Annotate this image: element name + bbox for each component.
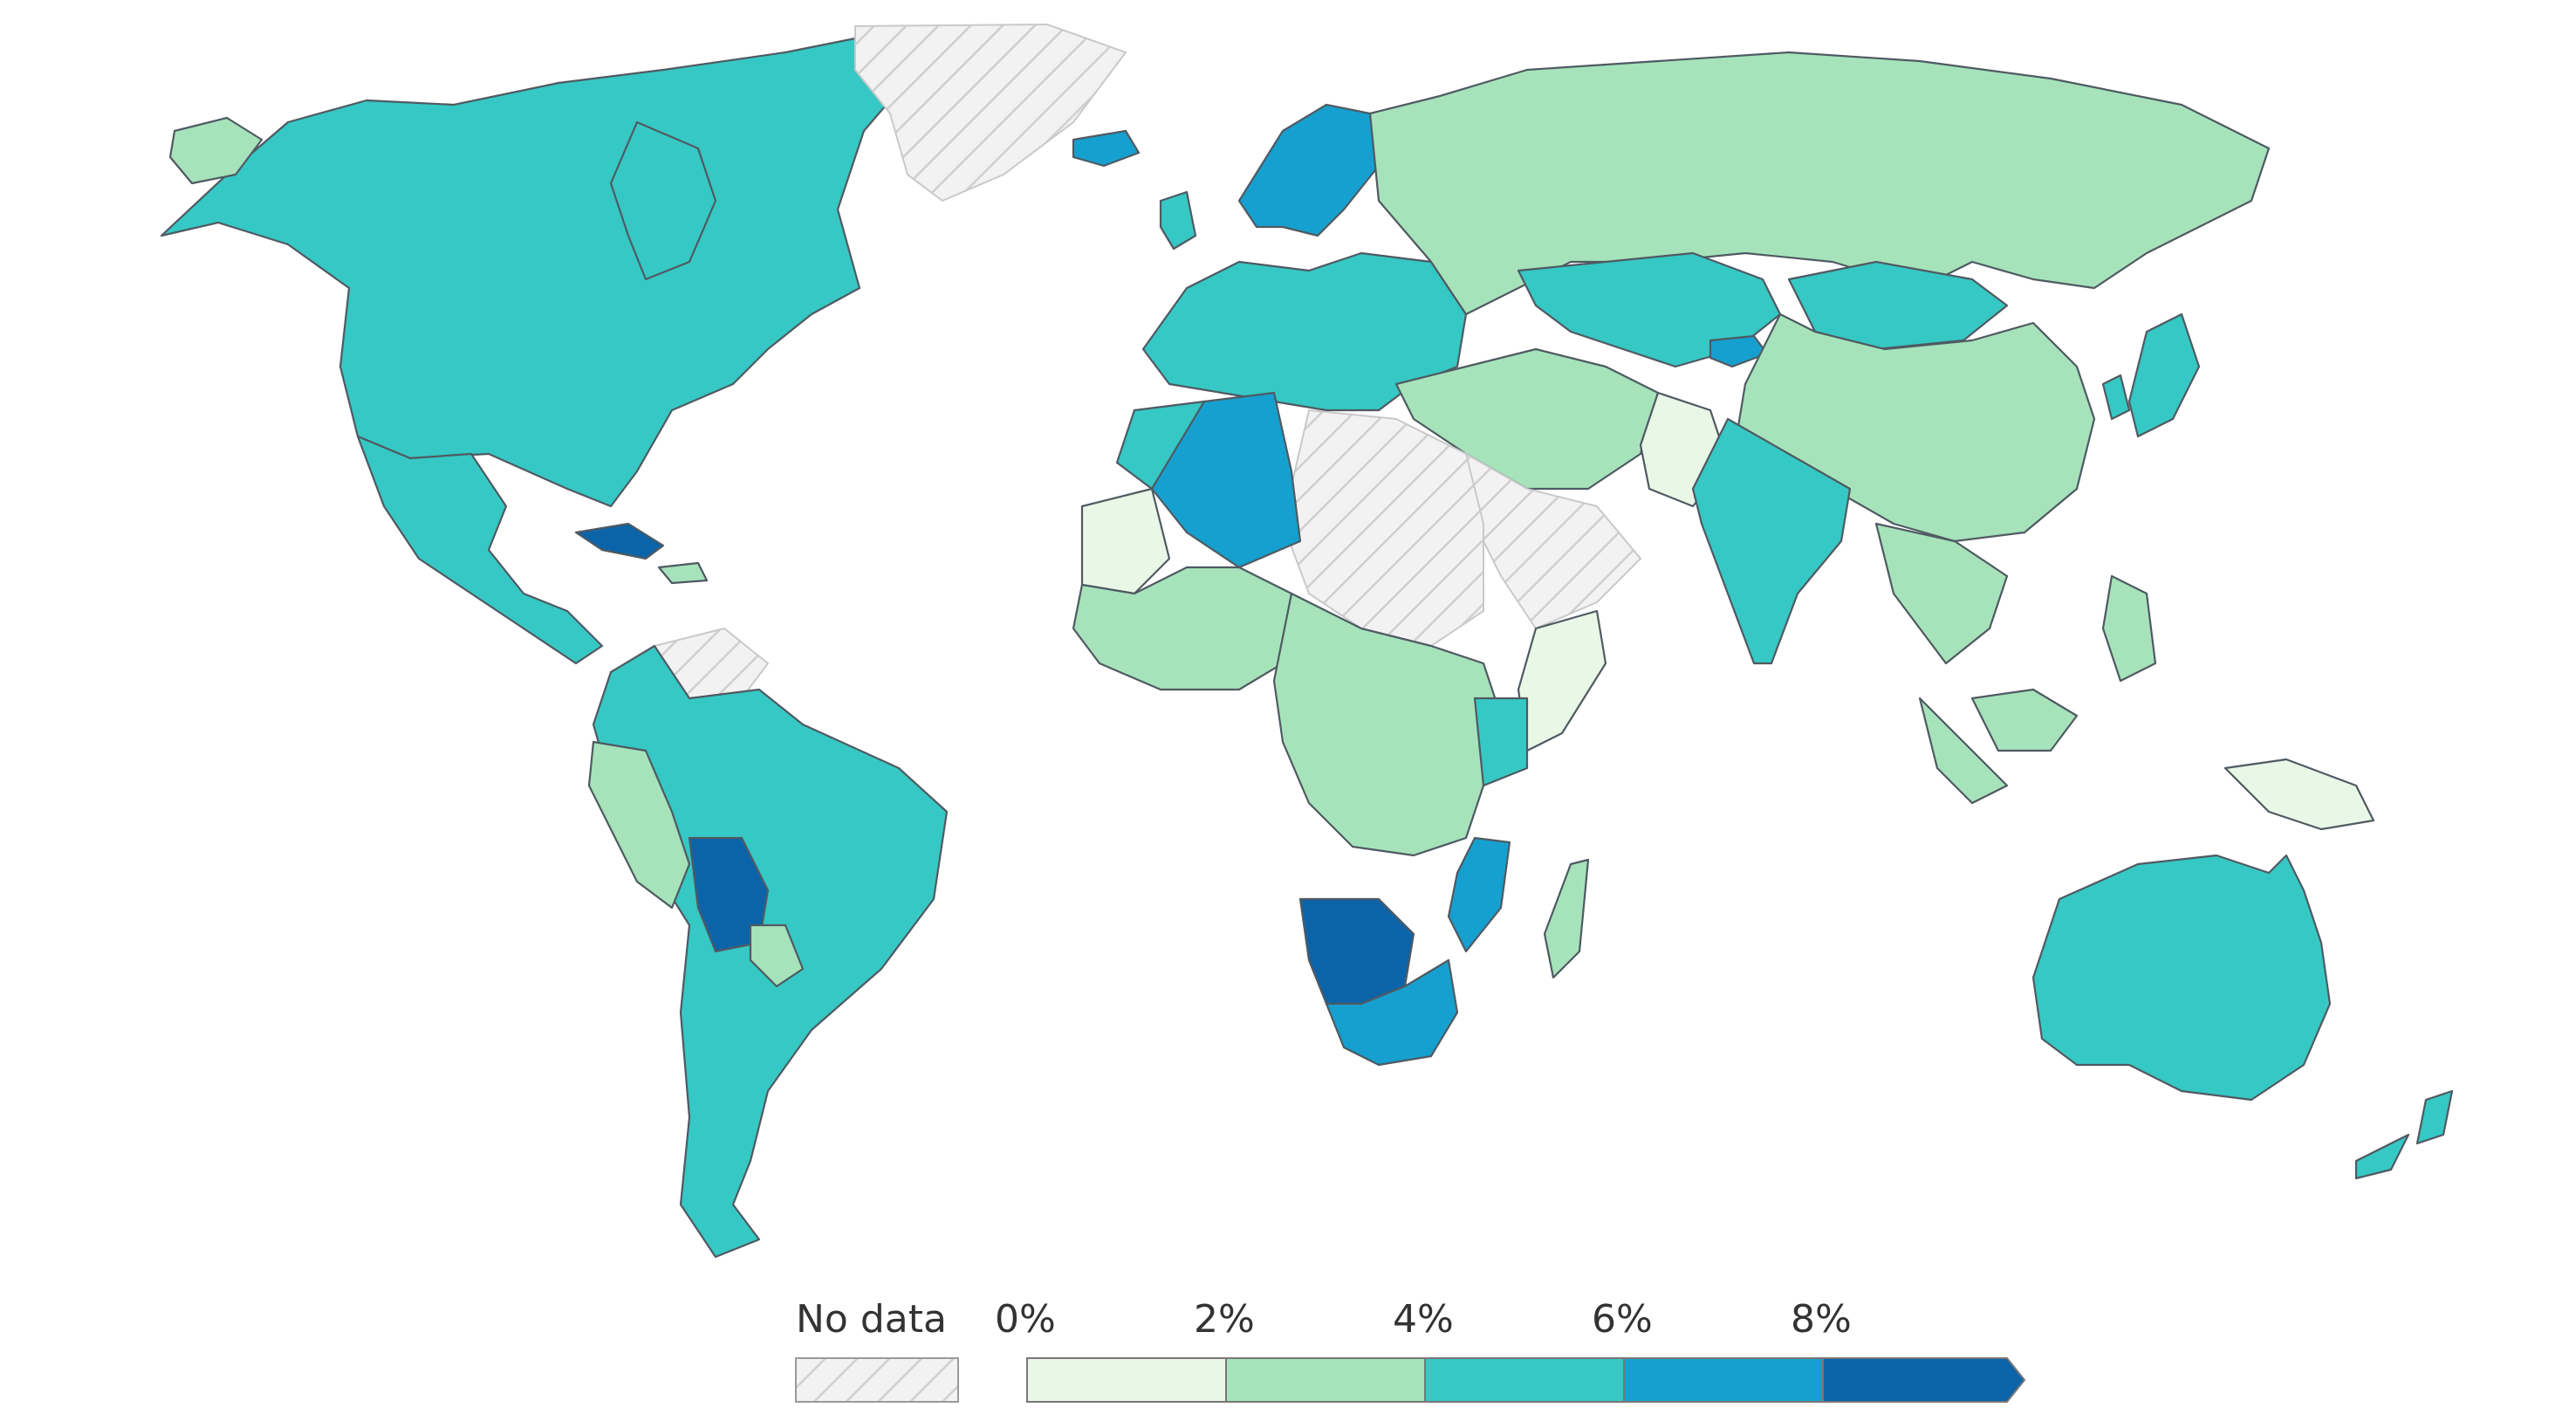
mauritania-region[interactable]	[1080, 487, 1171, 595]
middle-east-region[interactable]	[1394, 347, 1660, 491]
central-africa-region[interactable]	[1272, 592, 1503, 857]
legend-label-2: 2%	[1194, 1297, 1255, 1342]
algeria-region[interactable]	[1150, 391, 1302, 569]
australia-region[interactable]	[2031, 854, 2332, 1102]
cuba-region[interactable]	[574, 522, 665, 560]
central-america-caribbean-region[interactable]	[356, 435, 604, 665]
legend-bin-4-6	[1424, 1357, 1625, 1403]
north-america-region[interactable]	[160, 33, 918, 508]
japan-korea-region[interactable]	[2101, 312, 2201, 438]
namibia-botswana-region[interactable]	[1298, 897, 1415, 1006]
no-data-label: No data	[796, 1297, 947, 1342]
legend-label-6: 6%	[1592, 1297, 1653, 1342]
scandinavia-region[interactable]	[1237, 103, 1380, 237]
kenya-region[interactable]	[1473, 697, 1529, 787]
russia-region[interactable]	[1368, 51, 2271, 316]
india-region[interactable]	[1691, 417, 1852, 665]
mozambique-region[interactable]	[1447, 836, 1511, 953]
madagascar-region[interactable]	[1543, 858, 1590, 979]
new-zealand-region[interactable]	[2354, 1089, 2454, 1180]
alaska-region[interactable]	[168, 116, 264, 185]
kyrgyzstan-region[interactable]	[1709, 334, 1769, 368]
legend-label-8: 8%	[1791, 1297, 1852, 1342]
iceland-region[interactable]	[1072, 129, 1141, 168]
map-regions	[160, 23, 2454, 1259]
europe-region[interactable]	[1141, 190, 1468, 412]
horn-of-africa-region[interactable]	[1517, 609, 1607, 752]
paraguay-region[interactable]	[749, 923, 805, 988]
legend-label-4: 4%	[1393, 1297, 1454, 1342]
legend-bin-0-2	[1026, 1357, 1227, 1403]
no-data-swatch	[795, 1357, 959, 1403]
south-africa-region[interactable]	[1325, 958, 1459, 1067]
hispaniola-region[interactable]	[657, 561, 709, 585]
legend-bin-6-8	[1623, 1357, 1824, 1403]
legend-bins	[1026, 1357, 2026, 1403]
papua-new-guinea-region[interactable]	[2223, 758, 2375, 831]
peru-region[interactable]	[587, 740, 691, 910]
greenland-region[interactable]	[854, 23, 1127, 203]
southeast-asia-region[interactable]	[1874, 522, 2157, 805]
legend-bin-8-plus	[1822, 1357, 2026, 1403]
north-africa-nodata-region[interactable]	[1281, 408, 1484, 648]
map-legend: No data 0% 2% 4% 6% 8%	[795, 1297, 2026, 1403]
legend-bin-2-4	[1225, 1357, 1426, 1403]
legend-label-0: 0%	[995, 1297, 1056, 1342]
